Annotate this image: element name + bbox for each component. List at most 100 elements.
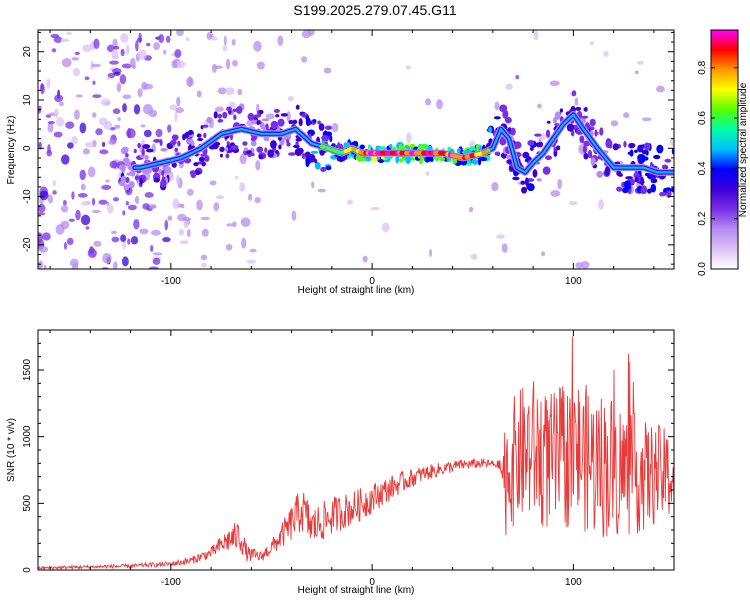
spectral-blob xyxy=(123,186,129,191)
spectral-blob xyxy=(499,104,508,113)
noise-blob xyxy=(140,124,146,128)
noise-blob xyxy=(122,210,126,216)
noise-blob xyxy=(537,103,542,109)
noise-blob xyxy=(99,149,109,155)
spectral-blob xyxy=(520,180,526,185)
noise-blob xyxy=(176,96,181,107)
spectral-blob xyxy=(312,119,317,123)
noise-blob xyxy=(406,132,412,144)
noise-blob xyxy=(46,78,51,89)
noise-blob xyxy=(241,237,247,249)
spectral-blob xyxy=(275,149,279,155)
noise-blob xyxy=(98,199,108,205)
spectral-blob xyxy=(324,125,333,131)
spectral-blob xyxy=(124,161,133,167)
noise-blob xyxy=(127,204,137,211)
spectrogram-x-tick-label: 0 xyxy=(369,276,375,287)
noise-blob xyxy=(229,101,236,109)
spectrogram-y-tick-label: 0 xyxy=(22,145,33,151)
spectral-blob xyxy=(256,120,260,126)
noise-blob xyxy=(38,105,42,112)
spectral-blob xyxy=(599,127,604,136)
spectral-blob xyxy=(538,141,544,148)
noise-blob xyxy=(67,142,74,149)
spectral-blob xyxy=(629,149,634,157)
spectral-blob xyxy=(584,106,588,112)
spectral-blob xyxy=(217,113,222,119)
spectral-blob xyxy=(472,159,478,165)
spectral-blob xyxy=(493,116,501,120)
spectral-blob xyxy=(617,173,623,177)
noise-blob xyxy=(148,205,157,209)
noise-blob xyxy=(470,253,478,260)
spectral-blob xyxy=(121,148,126,153)
noise-blob xyxy=(50,33,60,39)
noise-blob xyxy=(111,236,120,243)
noise-blob xyxy=(265,113,275,120)
noise-blob xyxy=(188,76,193,87)
spectral-blob xyxy=(305,159,310,168)
noise-blob xyxy=(61,57,72,68)
noise-blob xyxy=(165,35,171,43)
spectral-blob xyxy=(616,186,623,192)
noise-blob xyxy=(38,232,43,243)
noise-blob xyxy=(186,229,191,238)
spectral-blob xyxy=(295,104,300,110)
spectral-blob xyxy=(140,154,144,159)
noise-blob xyxy=(122,103,127,113)
noise-blob xyxy=(146,42,151,47)
noise-blob xyxy=(179,240,189,245)
noise-blob xyxy=(85,226,90,230)
noise-blob xyxy=(91,197,96,206)
noise-blob xyxy=(47,121,55,125)
spectral-blob xyxy=(288,152,297,156)
noise-blob xyxy=(81,201,91,206)
noise-blob xyxy=(38,204,46,213)
spectral-blob xyxy=(447,146,452,152)
noise-blob xyxy=(669,138,674,147)
noise-blob xyxy=(120,33,129,43)
noise-blob xyxy=(231,38,236,46)
spectral-blob xyxy=(177,140,181,147)
spectral-blob xyxy=(494,151,500,156)
spectral-blob xyxy=(488,126,493,133)
noise-blob xyxy=(100,98,111,107)
noise-blob xyxy=(174,49,182,58)
spectral-blob xyxy=(671,147,674,155)
noise-blob xyxy=(85,141,94,148)
noise-blob xyxy=(127,127,131,139)
spectral-blob xyxy=(570,130,575,137)
noise-blob xyxy=(80,214,91,226)
noise-blob xyxy=(87,248,97,258)
spectral-blob xyxy=(521,186,528,194)
spectral-blob xyxy=(251,153,255,157)
spectral-blob xyxy=(583,152,589,160)
spectral-blob xyxy=(608,145,613,149)
noise-blob xyxy=(641,117,652,122)
spectral-blob xyxy=(270,140,277,149)
spectral-blob xyxy=(174,147,179,153)
spectral-blob xyxy=(405,155,411,165)
noise-blob xyxy=(568,201,578,206)
spectral-blob xyxy=(277,118,285,127)
spectral-blob xyxy=(158,169,163,176)
noise-blob xyxy=(317,188,326,193)
colorbar-tick-label: 0.2 xyxy=(697,211,708,225)
spectral-blob xyxy=(201,161,206,167)
noise-blob xyxy=(141,81,148,91)
spectral-blob xyxy=(634,149,638,153)
noise-blob xyxy=(75,209,81,221)
spectral-blob xyxy=(622,187,629,194)
noise-blob xyxy=(223,35,227,46)
spectral-blob xyxy=(225,153,230,159)
noise-blob xyxy=(66,31,72,36)
spectral-blob xyxy=(664,158,672,163)
noise-blob xyxy=(121,256,129,267)
noise-blob xyxy=(152,257,161,265)
spectral-blob xyxy=(325,165,332,171)
noise-blob xyxy=(183,220,189,229)
noise-blob xyxy=(494,101,500,111)
spectral-blob xyxy=(526,183,535,192)
